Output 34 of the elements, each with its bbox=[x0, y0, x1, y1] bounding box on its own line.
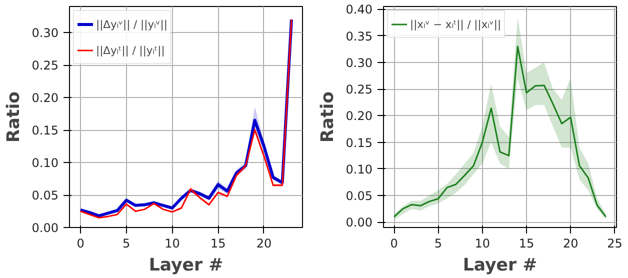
x-axis-title: Layer # bbox=[148, 256, 224, 276]
y-tick-label: 0.05 bbox=[346, 189, 372, 204]
y-axis-title: Ratio bbox=[4, 91, 24, 143]
y-tick-label: 0.20 bbox=[346, 109, 372, 124]
x-tick-label: 15 bbox=[210, 236, 226, 250]
y-tick-label: 0.05 bbox=[32, 188, 58, 202]
x-tick-label: 20 bbox=[256, 236, 272, 250]
legend-label: ||xₗᵛ − xₗᵗ|| / ||xₗᵛ|| bbox=[410, 18, 502, 30]
legend-label: ||Δyₗᵗ|| / ||yₗᵗ|| bbox=[96, 44, 165, 56]
x-axis-title: Layer # bbox=[462, 256, 538, 276]
y-tick-label: 0.40 bbox=[346, 2, 372, 17]
y-tick-label: 0.30 bbox=[346, 56, 372, 70]
x-tick-label: 25 bbox=[607, 236, 622, 250]
y-tick-label: 0.35 bbox=[346, 29, 372, 44]
x-tick-label: 20 bbox=[562, 236, 578, 250]
y-tick-label: 0.25 bbox=[32, 58, 58, 72]
x-tick-label: 0 bbox=[390, 236, 398, 250]
y-axis-title: Ratio bbox=[318, 91, 338, 143]
x-tick-label: 15 bbox=[518, 236, 534, 250]
y-tick-label: 0.15 bbox=[32, 124, 58, 138]
y-tick-label: 0.20 bbox=[32, 91, 58, 105]
y-tick-label: 0.30 bbox=[32, 26, 58, 40]
y-tick-label: 0.00 bbox=[346, 216, 372, 230]
x-tick-label: 10 bbox=[164, 236, 180, 250]
x-tick-label: 0 bbox=[76, 236, 84, 250]
y-tick-label: 0.25 bbox=[346, 82, 372, 97]
y-tick-label: 0.15 bbox=[346, 136, 372, 150]
y-tick-label: 0.10 bbox=[346, 162, 372, 176]
y-tick-label: 0.00 bbox=[32, 221, 58, 235]
y-tick-label: 0.10 bbox=[32, 156, 58, 170]
x-tick-label: 5 bbox=[122, 236, 130, 250]
x-tick-label: 10 bbox=[474, 236, 490, 250]
x-tick-label: 5 bbox=[434, 236, 442, 250]
legend-label: ||Δyₗᵛ|| / ||yₗᵛ|| bbox=[96, 18, 168, 30]
